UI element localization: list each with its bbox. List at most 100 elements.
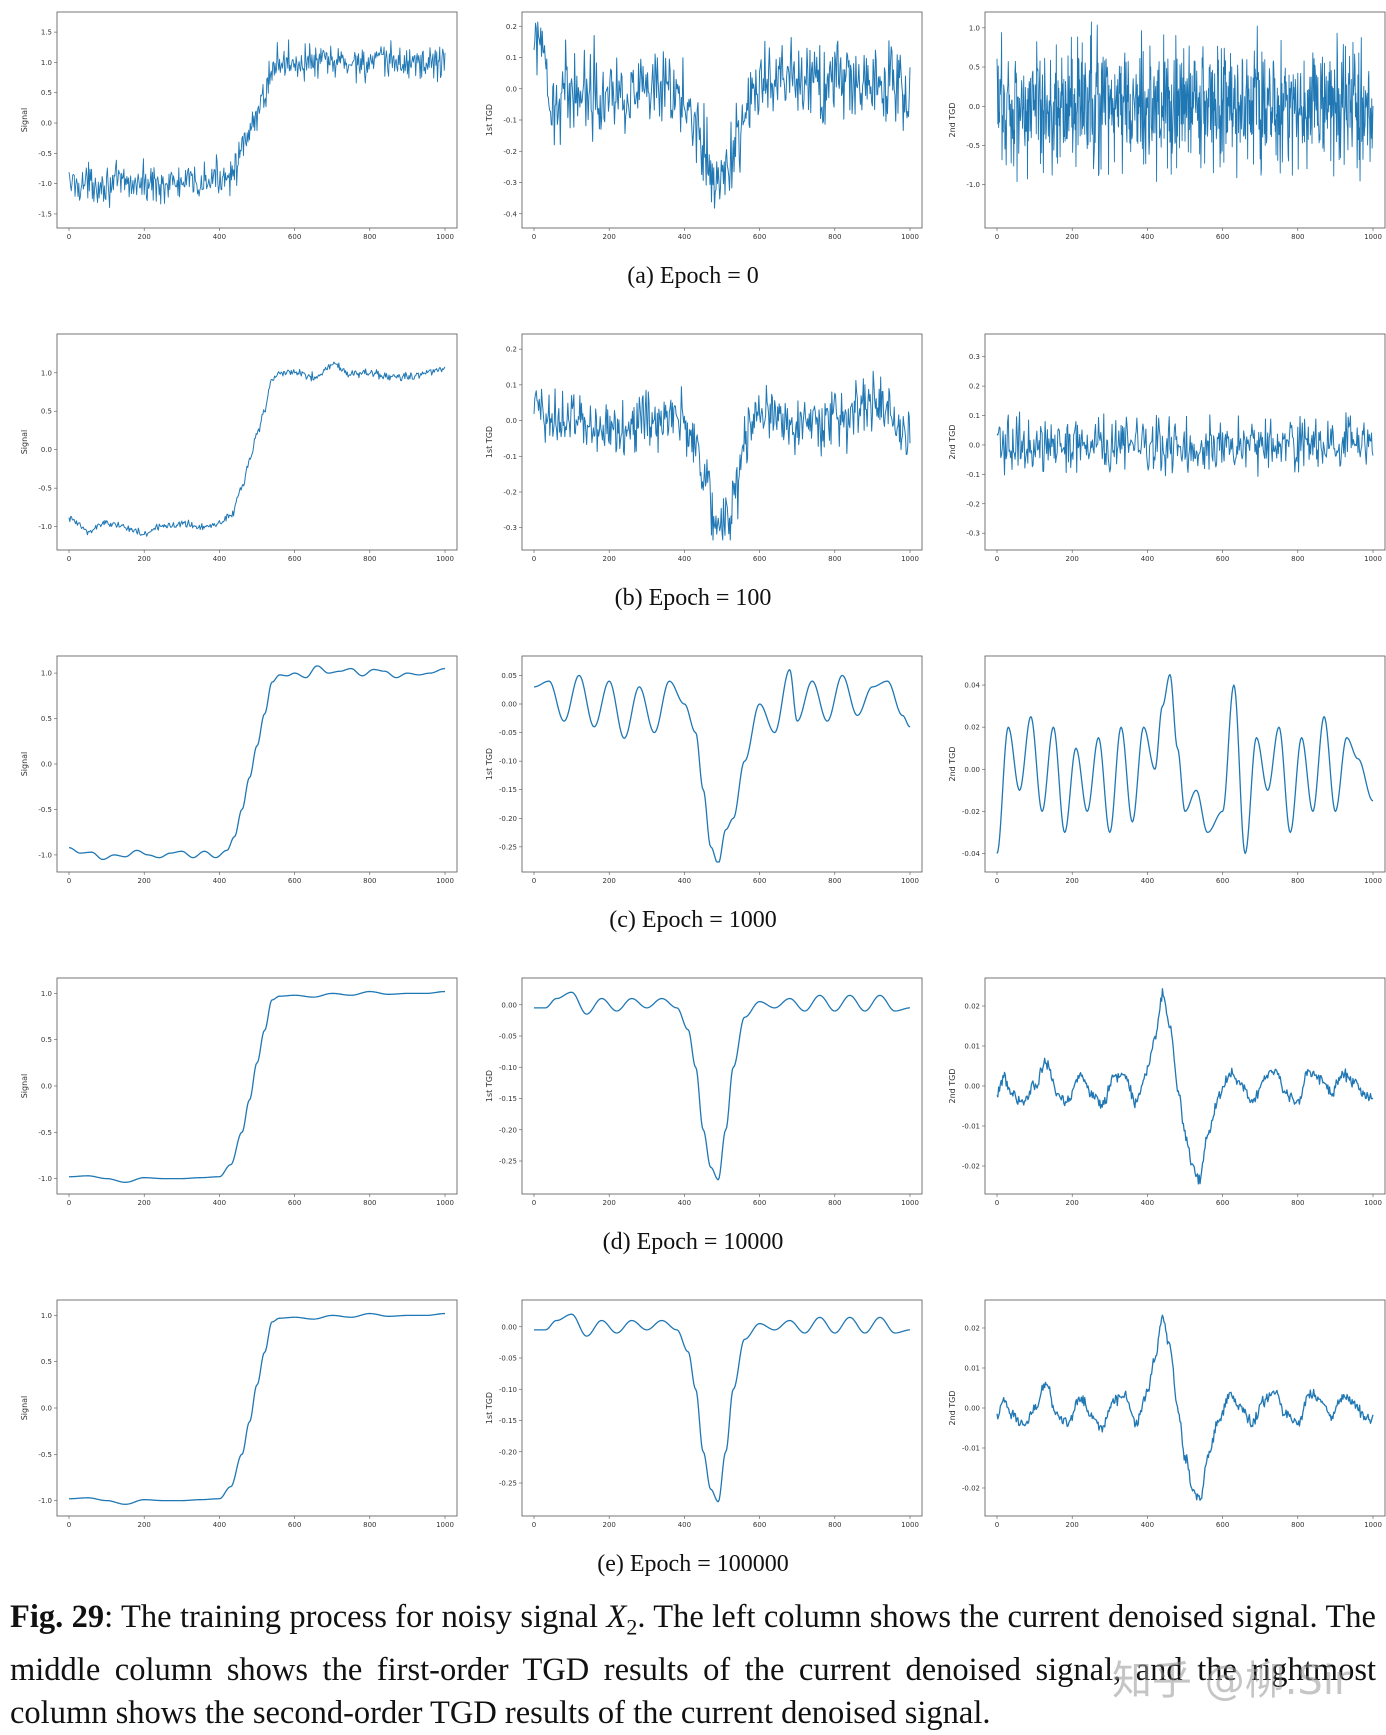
y-tick-label: 0.5 <box>41 1036 52 1044</box>
x-tick-label: 0 <box>995 233 999 241</box>
y-tick-label: 0.2 <box>506 346 517 354</box>
x-tick-label: 1000 <box>901 877 919 885</box>
y-tick-label: 0.02 <box>964 1325 980 1333</box>
x-tick-label: 0 <box>995 877 999 885</box>
x-tick-label: 800 <box>1291 877 1304 885</box>
y-tick-label: -0.2 <box>503 148 517 156</box>
x-tick-label: 800 <box>1291 233 1304 241</box>
figure-caption: Fig. 29: The training process for noisy … <box>10 1596 1376 1735</box>
x-tick-label: 600 <box>753 1199 766 1207</box>
y-tick-label: -0.15 <box>499 1417 517 1425</box>
series-line <box>68 665 446 861</box>
x-tick-label: 600 <box>288 555 301 563</box>
y-tick-label: 1.0 <box>41 1312 52 1320</box>
x-tick-label: 200 <box>138 1199 151 1207</box>
x-tick-label: 0 <box>532 233 536 241</box>
y-tick-label: -0.1 <box>503 453 517 461</box>
y-tick-label: 0.0 <box>41 1083 52 1091</box>
row-caption-d: (d) Epoch = 10000 <box>602 1229 784 1255</box>
x-tick-label: 800 <box>1291 555 1304 563</box>
y-tick-label: 0.2 <box>506 23 517 31</box>
chart-r4-c1: 0 200 400 600 800 1000 0.00 -0.05 -0.10 -0.15 -0.2… <box>485 1299 923 1529</box>
y-axis-label: 1st TGD <box>485 426 494 458</box>
x-tick-label: 0 <box>995 555 999 563</box>
y-tick-label: 0.01 <box>964 1043 980 1051</box>
series-line <box>69 1312 446 1505</box>
y-axis-label: 2nd TGD <box>948 1390 957 1425</box>
y-axis-label: Signal <box>20 1074 29 1099</box>
y-tick-label: 0.2 <box>969 383 980 391</box>
y-axis-label: 1st TGD <box>485 104 494 136</box>
x-tick-label: 0 <box>995 1521 999 1529</box>
x-tick-label: 600 <box>288 877 301 885</box>
y-axis-label: 2nd TGD <box>948 424 957 459</box>
y-tick-label: 1.0 <box>41 369 52 377</box>
x-tick-label: 1000 <box>901 1199 919 1207</box>
y-axis-label: 2nd TGD <box>948 1068 957 1103</box>
x-tick-label: 400 <box>1141 233 1154 241</box>
caption-pre: The training process for noisy signal <box>121 1599 607 1635</box>
x-tick-label: 200 <box>1066 1199 1079 1207</box>
series-line <box>68 361 446 537</box>
y-tick-label: 0.00 <box>964 766 980 774</box>
x-tick-label: 600 <box>1216 555 1229 563</box>
y-tick-label: -0.1 <box>966 471 980 479</box>
y-tick-label: 1.0 <box>41 670 52 678</box>
y-tick-label: 0.0 <box>506 417 517 425</box>
y-tick-label: 0.00 <box>964 1405 980 1413</box>
x-tick-label: 600 <box>753 1521 766 1529</box>
y-tick-label: 0.0 <box>969 441 980 449</box>
y-tick-label: -0.01 <box>962 1123 980 1131</box>
y-tick-label: -0.5 <box>38 806 52 814</box>
y-tick-label: 0.0 <box>506 85 517 93</box>
y-tick-label: -0.20 <box>499 1126 517 1134</box>
x-tick-label: 1000 <box>1364 1521 1382 1529</box>
y-tick-label: 0.01 <box>964 1365 980 1373</box>
x-tick-label: 400 <box>1141 555 1154 563</box>
y-tick-label: 0.1 <box>506 54 517 62</box>
x-tick-label: 600 <box>1216 233 1229 241</box>
x-tick-label: 800 <box>828 1199 841 1207</box>
y-tick-label: -0.20 <box>499 1448 517 1456</box>
y-tick-label: -1.0 <box>966 181 980 189</box>
x-tick-label: 600 <box>753 877 766 885</box>
caption-subscript: 2 <box>626 1614 638 1640</box>
y-tick-label: -0.3 <box>503 524 517 532</box>
chart-r3-c0: 0 200 400 600 800 1000 1.0 0.5 0.0 -0.5 -1.0 Signal <box>20 977 458 1207</box>
y-tick-label: -0.05 <box>499 1355 517 1363</box>
x-tick-label: 600 <box>1216 1199 1229 1207</box>
y-tick-label: -1.0 <box>38 1497 52 1505</box>
x-tick-label: 600 <box>753 555 766 563</box>
series-line <box>533 21 911 209</box>
y-tick-label: -0.5 <box>38 485 52 493</box>
row-caption-b: (b) Epoch = 100 <box>614 585 772 611</box>
y-tick-label: -0.5 <box>38 1451 52 1459</box>
y-tick-label: -1.0 <box>38 180 52 188</box>
series-line <box>533 370 911 541</box>
chart-r1-c1: 0 200 400 600 800 1000 0.2 0.1 0.0 -0.1 -0.2 -0.3 1s… <box>485 333 923 563</box>
chart-r3-c2: 0 200 400 600 800 1000 0.02 0.01 0.00 -0.01 -0.02 2… <box>948 977 1386 1207</box>
x-tick-label: 800 <box>363 233 376 241</box>
y-tick-label: 0.02 <box>964 1003 980 1011</box>
chart-r2-c0: 0 200 400 600 800 1000 1.0 0.5 0.0 -0.5 -1.0 Signal <box>20 655 458 885</box>
x-tick-label: 400 <box>1141 1199 1154 1207</box>
x-tick-label: 400 <box>678 1521 691 1529</box>
x-tick-label: 200 <box>1066 233 1079 241</box>
x-tick-label: 400 <box>213 877 226 885</box>
x-tick-label: 0 <box>532 1199 536 1207</box>
y-tick-label: 0.5 <box>41 715 52 723</box>
y-tick-label: -0.05 <box>499 729 517 737</box>
y-tick-label: -0.1 <box>503 117 517 125</box>
series-line <box>996 988 1374 1185</box>
y-tick-label: -0.2 <box>503 489 517 497</box>
x-tick-label: 600 <box>288 233 301 241</box>
y-tick-label: 0.0 <box>969 103 980 111</box>
x-tick-label: 400 <box>1141 877 1154 885</box>
x-tick-label: 800 <box>1291 1199 1304 1207</box>
x-tick-label: 0 <box>67 1521 71 1529</box>
y-tick-label: 0.00 <box>501 1323 517 1331</box>
x-tick-label: 800 <box>828 555 841 563</box>
y-tick-label: -1.0 <box>38 523 52 531</box>
x-tick-label: 0 <box>995 1199 999 1207</box>
y-tick-label: -0.25 <box>499 1480 517 1488</box>
